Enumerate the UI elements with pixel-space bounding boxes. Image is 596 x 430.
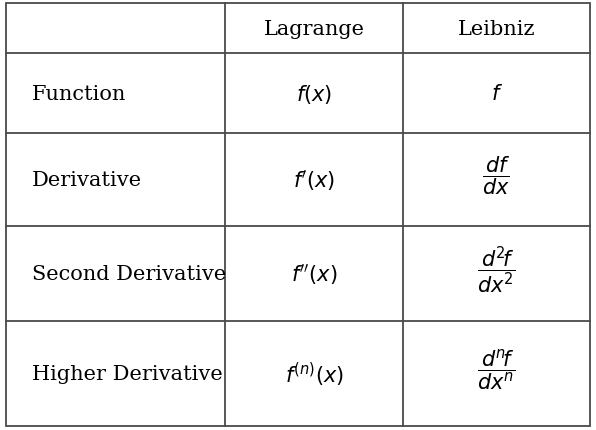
Text: Leibniz: Leibniz — [458, 20, 535, 39]
Text: $f''(x)$: $f''(x)$ — [291, 262, 337, 287]
Text: $f^{(n)}(x)$: $f^{(n)}(x)$ — [284, 359, 343, 388]
Text: Higher Derivative: Higher Derivative — [32, 364, 223, 383]
Text: Function: Function — [32, 85, 126, 104]
Text: $\dfrac{d^2\!f}{dx^2}$: $\dfrac{d^2\!f}{dx^2}$ — [477, 244, 516, 295]
Text: Derivative: Derivative — [32, 171, 142, 190]
Text: $\dfrac{d^n\!f}{dx^n}$: $\dfrac{d^n\!f}{dx^n}$ — [477, 347, 516, 392]
Text: Second Derivative: Second Derivative — [32, 265, 226, 284]
Text: $\dfrac{df}{dx}$: $\dfrac{df}{dx}$ — [483, 154, 511, 197]
Text: $f'(x)$: $f'(x)$ — [293, 168, 335, 193]
Text: $f$: $f$ — [491, 84, 502, 104]
Text: Lagrange: Lagrange — [263, 20, 365, 39]
Text: $f(x)$: $f(x)$ — [296, 83, 332, 105]
